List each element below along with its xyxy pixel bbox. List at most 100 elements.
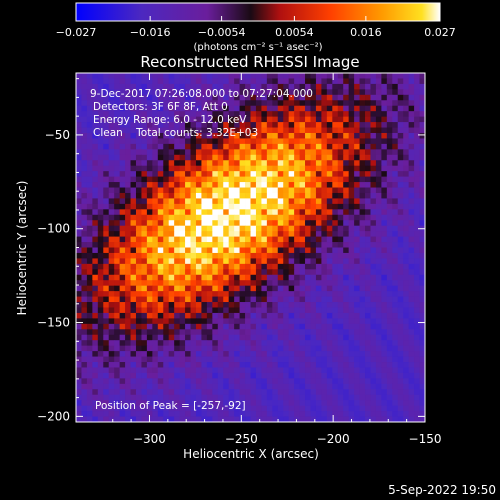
heatmap-cell [103,274,110,281]
heatmap-cell [97,258,104,265]
heatmap-cell [108,78,115,85]
heatmap-cell [272,143,279,150]
heatmap-cell [381,329,388,336]
heatmap-cell [168,334,175,341]
heatmap-cell [348,329,355,336]
heatmap-cell [386,378,393,385]
heatmap-cell [343,318,350,325]
heatmap-cell [157,122,164,128]
heatmap-cell [397,100,404,107]
heatmap-cell [408,302,415,308]
heatmap-cell [250,94,257,101]
heatmap-cell [283,307,290,314]
heatmap-cell [223,198,230,205]
heatmap-cell [239,203,246,210]
heatmap-cell [81,258,88,265]
heatmap-cell [114,138,121,145]
heatmap-cell [277,274,284,281]
heatmap-cell [103,165,110,172]
heatmap-cell [174,214,181,221]
heatmap-cell [157,258,164,265]
heatmap-cell [81,187,88,194]
heatmap-cell [392,307,399,314]
heatmap-cell [217,367,224,374]
heatmap-cell [392,149,399,156]
heatmap-cell [195,329,202,336]
heatmap-cell [217,100,224,107]
heatmap-cell [157,203,164,210]
heatmap-cell [321,389,328,396]
heatmap-cell [206,258,213,265]
heatmap-cell [397,83,404,90]
heatmap-cell [255,132,262,139]
heatmap-cell [228,362,235,368]
heatmap-cell [381,362,388,368]
heatmap-cell [288,263,295,270]
heatmap-cell [163,252,170,259]
heatmap-cell [337,394,344,401]
heatmap-cell [179,383,186,390]
heatmap-cell [141,165,148,172]
heatmap-cell [266,356,273,363]
heatmap-cell [119,394,126,401]
heatmap-cell [174,105,181,112]
heatmap-cell [392,334,399,341]
heatmap-cell [146,242,153,248]
heatmap-cell [76,171,82,178]
heatmap-cell [381,351,388,357]
heatmap-cell [299,116,306,123]
heatmap-cell [332,236,339,243]
heatmap-cell [179,378,186,385]
heatmap-cell [310,225,317,232]
heatmap-cell [354,269,360,276]
heatmap-cell [190,389,197,396]
heatmap-cell [135,345,142,352]
heatmap-cell [201,236,208,243]
heatmap-cell [326,89,333,96]
heatmap-cell [348,73,355,79]
heatmap-cell [157,323,164,330]
heatmap-cell [239,138,246,145]
heatmap-cell [239,252,246,259]
heatmap-cell [76,209,82,216]
heatmap-cell [386,367,393,374]
heatmap-cell [365,334,371,341]
heatmap-cell [97,405,104,412]
heatmap-cell [185,400,191,407]
heatmap-cell [332,285,339,292]
heatmap-cell [403,411,410,417]
heatmap-cell [174,236,181,243]
heatmap-cell [185,198,191,205]
heatmap-cell [97,242,104,248]
heatmap-cell [326,116,333,123]
heatmap-cell [354,416,360,422]
heatmap-cell [261,383,268,390]
heatmap-cell [245,411,251,417]
heatmap-cell [185,296,191,303]
heatmap-cell [310,203,317,210]
heatmap-cell [108,154,115,161]
heatmap-cell [217,122,224,128]
heatmap-cell [81,389,88,396]
heatmap-cell [250,242,257,248]
heatmap-cell [168,302,175,308]
heatmap-cell [185,383,191,390]
heatmap-cell [299,225,306,232]
heatmap-cell [81,236,88,243]
heatmap-cell [86,345,93,352]
heatmap-cell [245,367,251,374]
heatmap-cell [337,214,344,221]
heatmap-cell [81,182,88,188]
heatmap-cell [250,100,257,107]
heatmap-cell [190,280,197,287]
heatmap-cell [266,274,273,281]
heatmap-cell [119,83,126,90]
heatmap-cell [299,247,306,254]
heatmap-cell [315,176,322,183]
heatmap-cell [206,89,213,96]
heatmap-cell [255,220,262,227]
heatmap-cell [375,318,382,325]
heatmap-cell [386,116,393,123]
heatmap-cell [255,340,262,347]
heatmap-cell [354,258,360,265]
